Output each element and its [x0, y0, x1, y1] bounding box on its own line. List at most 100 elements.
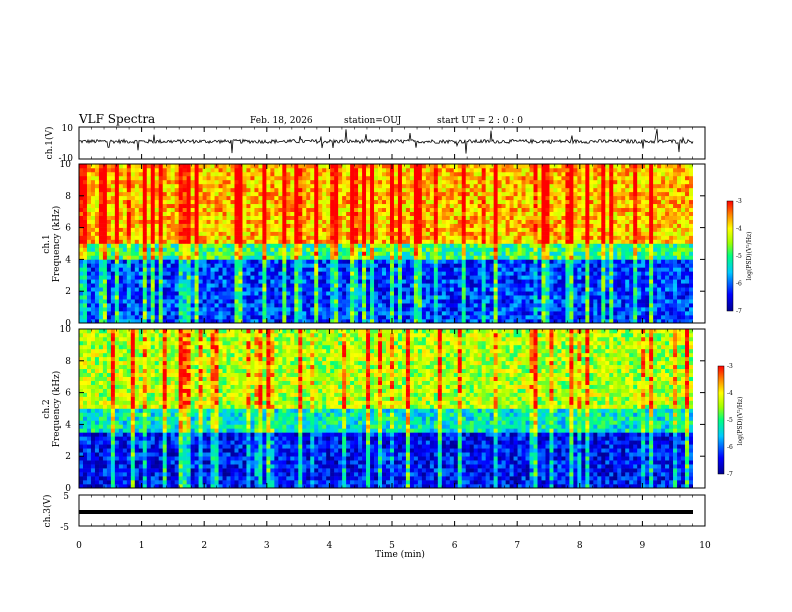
spectrogram-cell — [246, 263, 251, 268]
spectrogram-cell — [573, 271, 578, 276]
spectrogram-cell — [569, 307, 574, 312]
spectrogram-cell — [222, 275, 227, 280]
spectrogram-cell — [242, 299, 247, 304]
spectrogram-cell — [342, 199, 347, 205]
spectrogram-cell — [445, 319, 451, 324]
spectrogram-cell — [342, 167, 347, 173]
spectrogram-cell — [178, 243, 183, 248]
spectrogram-cell — [433, 263, 439, 268]
spectrogram-cell — [182, 291, 187, 296]
spectrogram-cell — [330, 191, 335, 197]
spectrogram-cell — [529, 263, 534, 268]
spectrogram-cell — [393, 187, 399, 193]
spectrogram-cell — [397, 195, 403, 201]
spectrogram-cell — [294, 199, 299, 205]
spectrogram-cell — [429, 187, 435, 193]
spectrogram-cell — [210, 319, 215, 324]
spectrogram-cell — [102, 223, 108, 228]
spectrogram-cell — [106, 283, 112, 288]
spectrogram-cell — [194, 251, 199, 256]
spectrogram-cell — [106, 219, 112, 224]
spectrogram-cell — [202, 259, 207, 264]
spectrogram-cell — [154, 263, 160, 268]
spectrogram-cell — [106, 207, 112, 212]
spectrogram-cell — [306, 279, 311, 284]
spectrogram-cell — [282, 175, 287, 181]
spectrogram-cell — [525, 319, 530, 324]
spectrogram-cell — [393, 207, 399, 212]
spectrogram-cell — [170, 235, 175, 240]
spectrogram-cell — [198, 211, 203, 216]
spectrogram-cell — [429, 227, 435, 232]
spectrogram-cell — [314, 243, 319, 248]
spectrogram-cell — [130, 267, 136, 272]
spectrogram-cell — [354, 307, 359, 312]
spectrogram-cell — [374, 219, 379, 224]
spectrogram-cell — [497, 239, 502, 244]
spectrogram-cell — [370, 164, 375, 169]
spectrogram-cell — [370, 239, 375, 244]
spectrogram-cell — [162, 287, 168, 292]
spectrogram-cell — [190, 263, 195, 268]
spectrogram-cell — [429, 255, 435, 260]
spectrogram-cell — [170, 291, 175, 296]
spectrogram-cell — [226, 223, 231, 228]
spectrogram-cell — [222, 175, 227, 181]
spectrogram-cell — [370, 215, 375, 220]
spectrogram-cell — [342, 259, 347, 264]
spectrogram-cell — [413, 303, 419, 308]
spectrogram-cell — [278, 219, 283, 224]
spectrogram-cell — [354, 187, 359, 193]
spectrogram-cell — [557, 219, 562, 224]
spectrogram-cell — [366, 295, 371, 300]
spectrogram-cell — [86, 167, 92, 173]
spectrogram-cell — [417, 279, 423, 284]
spectrogram-cell — [557, 307, 562, 312]
spectrogram-cell — [445, 179, 451, 185]
spectrogram-cell — [114, 283, 120, 288]
spectrogram-cell — [270, 171, 275, 177]
spectrogram-cell — [541, 307, 546, 312]
spectrogram-cell — [82, 299, 88, 304]
spectrogram-cell — [190, 175, 195, 181]
spectrogram-cell — [102, 187, 108, 193]
spectrogram-cell — [254, 187, 259, 193]
spectrogram-cell — [533, 303, 538, 308]
spectrogram-cell — [505, 223, 510, 228]
spectrogram-cell — [397, 215, 403, 220]
spectrogram-cell — [358, 207, 363, 212]
spectrogram-cell — [278, 187, 283, 193]
spectrogram-cell — [501, 247, 506, 252]
spectrogram-cell — [429, 167, 435, 173]
spectrogram-cell — [114, 259, 120, 264]
spectrogram-cell — [378, 271, 383, 276]
spectrogram-cell — [134, 207, 140, 212]
spectrogram-cell — [469, 303, 475, 308]
spectrogram-cell — [573, 291, 578, 296]
spectrogram-cell — [382, 263, 387, 268]
spectrogram-cell — [537, 315, 542, 320]
spectrogram-cell — [142, 255, 148, 260]
spectrogram-cell — [378, 283, 383, 288]
spectrogram-cell — [338, 271, 343, 276]
spectrogram-cell — [178, 291, 183, 296]
spectrogram-cell — [154, 199, 160, 205]
spectrogram-cell — [210, 164, 215, 169]
spectrogram-cell — [82, 275, 88, 280]
spectrogram-cell — [405, 179, 411, 185]
spectrogram-cell — [202, 167, 207, 173]
spectrogram-cell — [146, 303, 152, 308]
spectrogram-cell — [513, 315, 518, 320]
spectrogram-cell — [138, 175, 144, 181]
spectrogram-cell — [126, 279, 132, 284]
spectrogram-cell — [469, 271, 475, 276]
spectrogram-cell — [262, 291, 267, 296]
spectrogram-cell — [429, 259, 435, 264]
spectrogram-cell — [166, 243, 171, 248]
spectrogram-cell — [306, 231, 311, 236]
spectrogram-cell — [162, 319, 168, 324]
spectrogram-cell — [573, 263, 578, 268]
spectrogram-cell — [234, 263, 239, 268]
spectrogram-cell — [290, 223, 295, 228]
spectrogram-cell — [565, 187, 570, 193]
